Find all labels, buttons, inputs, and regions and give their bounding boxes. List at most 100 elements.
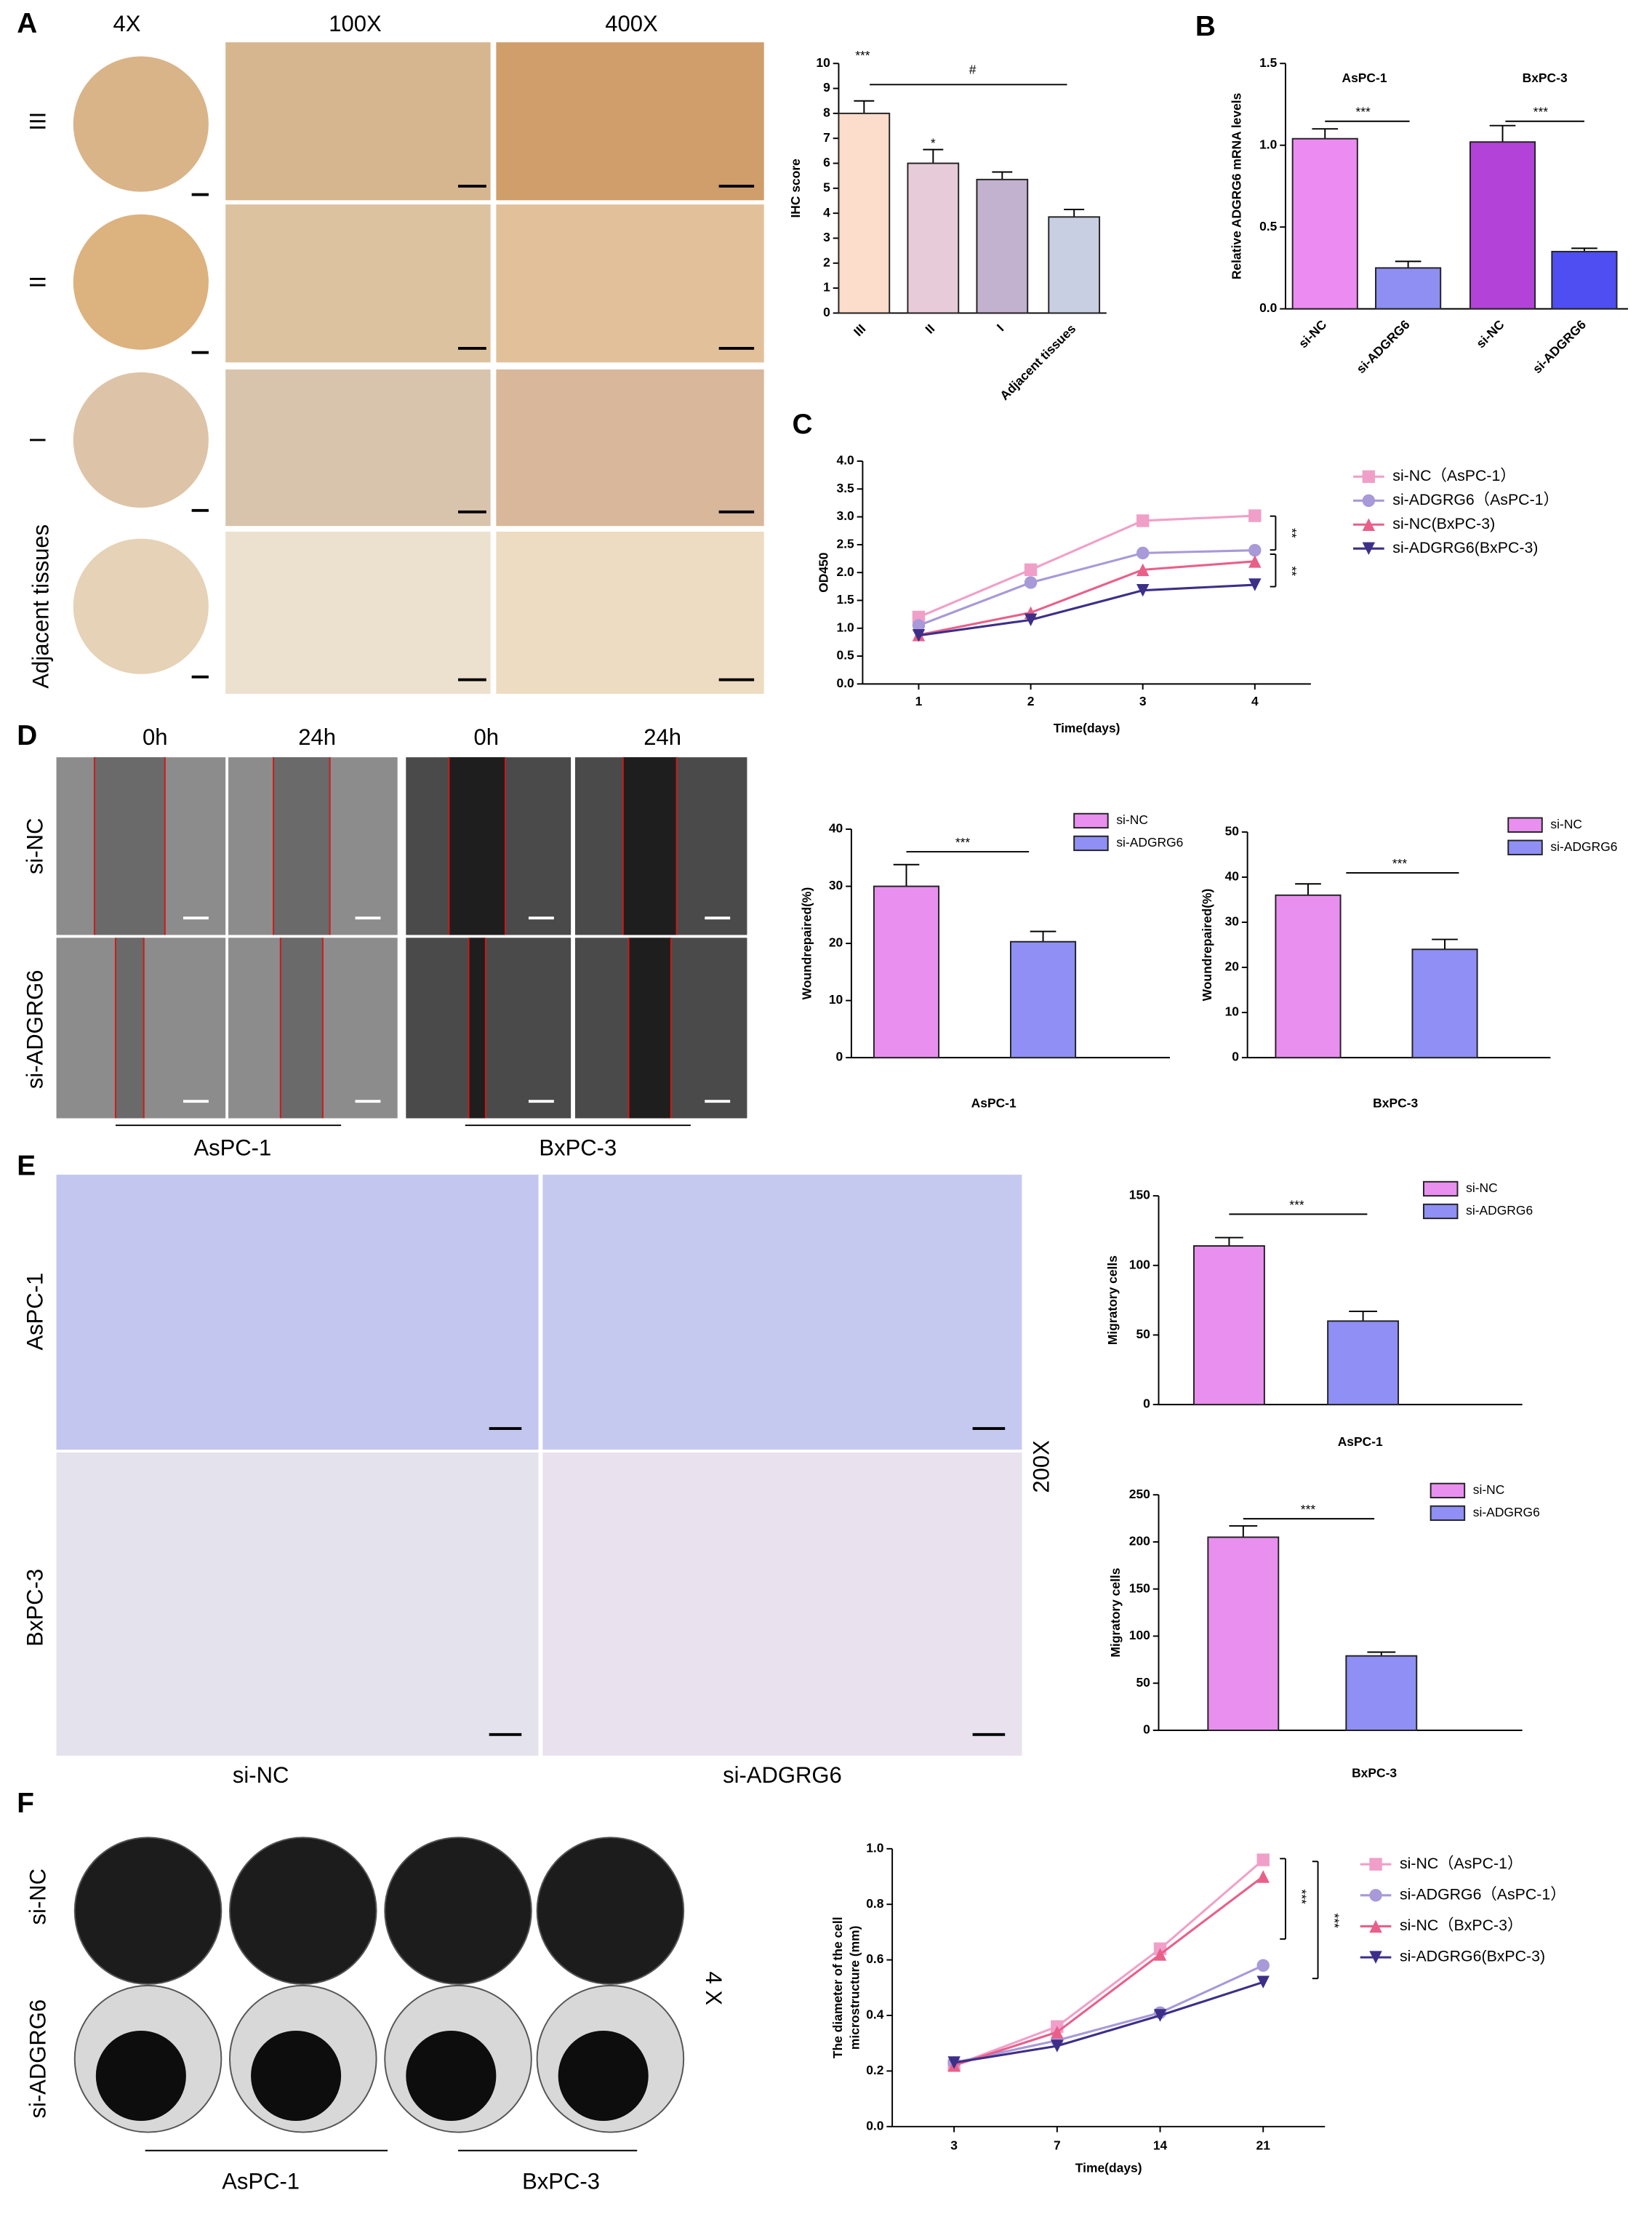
significance-label: *** <box>1301 1502 1316 1516</box>
micrograph <box>56 1452 539 1756</box>
marker <box>947 2056 961 2069</box>
y-tick-label: 1.0 <box>866 1840 883 1855</box>
legend-label: si-NC <box>1550 817 1582 831</box>
y-tick-label: 100 <box>1129 1257 1150 1271</box>
y-tick-label: 1 <box>823 280 830 295</box>
y-tick-label: 0 <box>836 1050 843 1064</box>
micrograph <box>225 204 491 363</box>
wound-gap <box>622 757 677 935</box>
x-tick-label: 3 <box>1139 694 1147 708</box>
significance-label: *** <box>1355 105 1371 119</box>
legend-label: si-ADGRG6（AsPC-1） <box>1392 491 1559 508</box>
significance-label: *** <box>1289 1197 1304 1212</box>
marker <box>1136 563 1150 577</box>
bar <box>1275 894 1342 1059</box>
y-tick-label: 2.5 <box>837 536 855 551</box>
magnification: 100X <box>329 11 382 36</box>
micrograph <box>56 1175 539 1450</box>
y-tick-label: 150 <box>1129 1188 1150 1202</box>
panel-label: C <box>792 409 812 440</box>
series-line <box>953 1964 1264 2064</box>
magnification: 4 X <box>701 1972 726 2006</box>
bar <box>1345 1655 1418 1731</box>
y-tick-label: 5 <box>823 180 830 194</box>
group-label: AsPC-1 <box>1342 71 1387 85</box>
y-tick-label: 0.5 <box>1259 219 1278 233</box>
bar <box>1048 216 1101 314</box>
wound-gap <box>280 938 323 1119</box>
legend-marker <box>1369 1889 1382 1902</box>
y-tick-label: 50 <box>1136 1327 1150 1341</box>
series-line <box>918 560 1255 636</box>
marker <box>1248 555 1262 568</box>
bar <box>873 885 940 1059</box>
micrograph <box>542 1452 1022 1756</box>
significance-label: # <box>969 63 977 77</box>
x-tick-label: III <box>851 321 868 339</box>
legend-marker <box>1369 1919 1382 1933</box>
y-axis-label: Woundrepaired(%) <box>1200 889 1214 1002</box>
y-tick-label: 20 <box>829 935 843 950</box>
x-axis-label: Time(days) <box>1054 721 1120 735</box>
y-tick-label: 0 <box>1143 1722 1150 1737</box>
x-tick-label: 2 <box>1027 694 1035 708</box>
legend-label: si-NC（BxPC-3） <box>1400 1917 1523 1934</box>
cell-label: BxPC-3 <box>522 2169 600 2194</box>
significance-label: *** <box>955 835 971 850</box>
y-tick-label: 150 <box>1129 1580 1150 1595</box>
micrograph <box>496 369 764 527</box>
legend-swatch <box>1073 835 1109 852</box>
y-tick-label: 0.8 <box>866 1896 884 1911</box>
time-label: 24h <box>298 724 336 750</box>
y-axis-label: microstructure (mm) <box>847 1926 862 2050</box>
cell-label: AsPC-1 <box>193 1135 271 1160</box>
bar <box>907 162 960 314</box>
x-tick-label: si-ADGRG6 <box>1530 317 1589 377</box>
y-tick-label: 40 <box>829 821 843 836</box>
micrograph <box>73 372 209 508</box>
y-tick-label: 250 <box>1129 1487 1150 1501</box>
x-tick-label: si-NC <box>1473 317 1507 351</box>
y-tick-label: 2 <box>823 255 830 269</box>
significance-label: ** <box>1285 566 1299 576</box>
y-tick-label: 1.5 <box>837 592 855 607</box>
bar <box>838 112 891 314</box>
legend-label: si-NC <box>1116 812 1148 827</box>
significance-label: *** <box>1533 105 1549 119</box>
row-label: III <box>25 112 50 131</box>
significance-label: ** <box>1285 528 1299 538</box>
y-tick-label: 0 <box>823 305 830 319</box>
y-tick-label: 20 <box>1225 959 1239 974</box>
y-tick-label: 200 <box>1129 1534 1150 1548</box>
y-tick-label: 0.0 <box>837 676 854 690</box>
x-tick-label: si-ADGRG6 <box>1353 317 1412 377</box>
x-tick-label: 3 <box>950 2138 958 2153</box>
y-tick-label: 30 <box>829 878 843 892</box>
x-axis-label: AsPC-1 <box>1338 1434 1383 1449</box>
y-axis-label: IHC score <box>788 159 803 218</box>
marker <box>1248 543 1262 557</box>
row-label: I <box>25 437 50 444</box>
y-axis-label: Migratory cells <box>1108 1568 1123 1658</box>
y-axis-label: Woundrepaired(%) <box>799 887 814 1000</box>
micrograph <box>225 369 491 527</box>
marker <box>1256 1975 1270 1989</box>
row-label: AsPC-1 <box>23 1273 48 1351</box>
bar <box>976 178 1029 314</box>
panel-label: F <box>17 1788 34 1819</box>
legend-swatch <box>1422 1180 1459 1197</box>
micrograph <box>406 938 572 1119</box>
marker <box>1256 1870 1270 1883</box>
legend-label: si-NC（AsPC-1） <box>1392 467 1515 484</box>
micrograph <box>496 42 764 201</box>
micrograph <box>225 531 491 694</box>
y-tick-label: 9 <box>823 80 830 95</box>
legend-swatch <box>1430 1482 1466 1499</box>
significance-label: *** <box>1295 1890 1310 1905</box>
time-label: 0h <box>143 724 167 750</box>
panel-label: D <box>17 720 37 751</box>
spheroid-well <box>536 1837 685 1985</box>
bar <box>1291 137 1358 310</box>
y-tick-label: 6 <box>823 155 830 169</box>
